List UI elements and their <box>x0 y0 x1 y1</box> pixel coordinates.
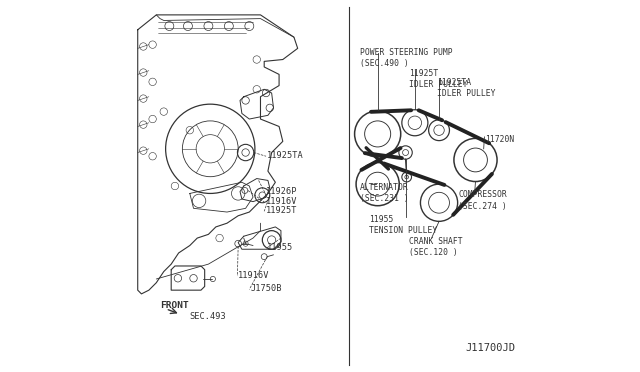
Text: 11925T: 11925T <box>266 206 298 215</box>
Text: 11925TA
IDLER PULLEY: 11925TA IDLER PULLEY <box>437 78 496 98</box>
Text: 11925TA: 11925TA <box>267 151 304 160</box>
Text: J11700JD: J11700JD <box>466 343 516 353</box>
Text: FRONT: FRONT <box>160 301 189 310</box>
Text: J1750B: J1750B <box>250 284 282 293</box>
Text: 11916V: 11916V <box>238 271 269 280</box>
Text: 11926P: 11926P <box>266 187 298 196</box>
Text: 11916V: 11916V <box>266 197 298 206</box>
Text: COMPRESSOR
(SEC.274 ): COMPRESSOR (SEC.274 ) <box>458 190 507 211</box>
Text: 11955: 11955 <box>267 243 293 252</box>
Text: 11925T
IDLER PULLEY: 11925T IDLER PULLEY <box>410 69 468 89</box>
Text: SEC.493: SEC.493 <box>189 312 226 321</box>
Text: POWER STEERING PUMP
(SEC.490 ): POWER STEERING PUMP (SEC.490 ) <box>360 48 453 68</box>
Text: 11955
TENSION PULLEY: 11955 TENSION PULLEY <box>369 215 437 235</box>
Text: CRANK SHAFT
(SEC.120 ): CRANK SHAFT (SEC.120 ) <box>410 237 463 257</box>
Text: ALTERNATOR
(SEC.231 ): ALTERNATOR (SEC.231 ) <box>360 183 409 203</box>
Text: 11720N: 11720N <box>485 135 515 144</box>
